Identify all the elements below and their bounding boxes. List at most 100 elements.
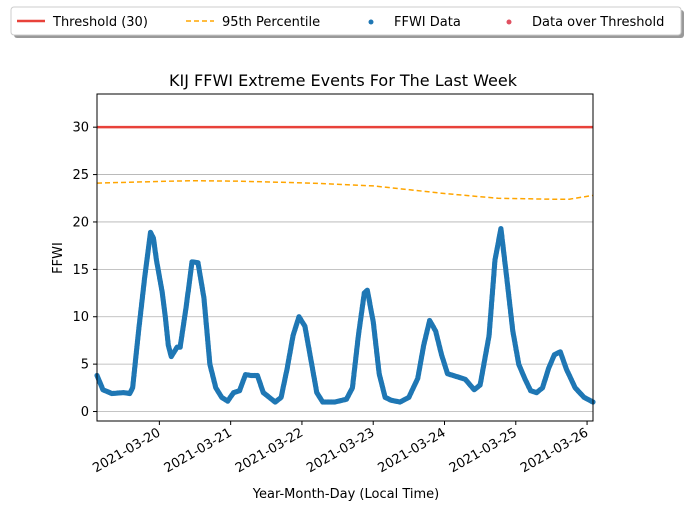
ffwi-data-point	[177, 344, 183, 350]
legend-over-label: Data over Threshold	[532, 15, 664, 30]
ffwi-data-point	[462, 376, 468, 382]
ffwi-data-point	[572, 385, 578, 391]
ffwi-data-point	[100, 387, 106, 393]
ffwi-data-point	[510, 328, 516, 334]
percentile-line	[96, 179, 594, 200]
y-tick-label: 5	[81, 358, 89, 373]
ffwi-data-point	[551, 352, 558, 358]
ffwi-data-point	[248, 372, 254, 379]
ffwi-data-point	[242, 372, 249, 378]
ffwi-data-point	[563, 366, 569, 372]
ffwi-data-point	[453, 373, 459, 380]
legend-percentile-label: 95th Percentile	[222, 15, 320, 30]
ffwi-data-point	[486, 333, 492, 339]
ffwi-data-point	[266, 394, 272, 400]
x-tick-label: 2021-03-25	[447, 425, 520, 476]
ffwi-data-point	[121, 390, 127, 396]
y-tick-label: 30	[72, 121, 89, 136]
ffwi-data-point	[477, 382, 483, 388]
legend-threshold-label: Threshold (30)	[52, 15, 148, 30]
y-tick-label: 10	[72, 310, 89, 325]
ffwi-data-point	[260, 390, 266, 396]
chart-title: KIJ FFWI Extreme Events For The Last Wee…	[169, 71, 518, 90]
ffwi-data-point	[557, 349, 563, 355]
ffwi-data-point	[272, 399, 278, 405]
ffwi-data-point	[355, 333, 361, 339]
ffwi-data-point	[388, 397, 394, 403]
plot-background	[97, 94, 593, 421]
ffwi-data-point	[516, 361, 522, 367]
ffwi-data-point	[406, 394, 412, 400]
ffwi-data-point	[433, 328, 439, 334]
ffwi-data-point	[237, 388, 243, 394]
ffwi-data-point	[231, 390, 237, 396]
ffwi-data-point	[581, 394, 587, 400]
ffwi-data-point	[471, 387, 477, 393]
ffwi-data-point	[332, 399, 338, 405]
ffwi-data-point	[136, 328, 142, 334]
legend-frame	[10, 6, 682, 36]
ffwi-data-point	[314, 390, 320, 396]
ffwi-data-point	[370, 318, 376, 325]
series-layer	[94, 125, 596, 405]
ffwi-data-point	[522, 375, 528, 381]
ffwi-data-point	[444, 371, 451, 377]
ffwi-data-point	[397, 399, 403, 405]
ffwi-data-point	[213, 385, 219, 391]
ffwi-data-point	[376, 371, 382, 377]
ffwi-data-point	[343, 396, 350, 402]
ffwi-data-point	[207, 361, 213, 367]
y-axis-title: FFWI	[51, 242, 66, 274]
ffwi-data-point	[141, 276, 148, 282]
ffwi-data-point	[320, 399, 326, 405]
ffwi-data-point	[183, 304, 189, 310]
ffwi-data-point	[153, 257, 159, 263]
x-tick-label: 2021-03-22	[233, 425, 306, 476]
ffwi-data-point	[534, 390, 540, 396]
ffwi-data-point	[415, 375, 421, 381]
ffwi-data-point	[492, 257, 498, 263]
ffwi-data-point	[364, 287, 370, 293]
ffwi-data-point	[189, 259, 195, 265]
y-axis: 0 5 10 15 20 25 30	[72, 121, 97, 420]
ffwi-data-point	[427, 317, 433, 324]
x-tick-label: 2021-03-23	[304, 425, 377, 476]
ffwi-data-point	[284, 366, 290, 372]
ffwi-data-point	[130, 385, 136, 391]
ffwi-data-point	[147, 229, 154, 235]
ffwi-data-point	[296, 314, 302, 320]
legend-over-swatch	[506, 19, 512, 25]
ffwi-data-point	[165, 342, 171, 348]
ffwi-data-point	[219, 394, 225, 400]
legend: Threshold (30) 95th Percentile FFWI Data…	[10, 6, 684, 38]
ffwi-data-point	[168, 353, 174, 360]
ffwi-data-point	[109, 390, 115, 397]
ffwi-data-point	[545, 366, 552, 372]
legend-data-label: FFWI Data	[394, 15, 461, 30]
y-tick-label: 15	[72, 263, 89, 278]
y-tick-label: 20	[72, 215, 89, 230]
ffwi-data-point	[150, 235, 156, 241]
ffwi-data-point	[539, 385, 546, 391]
plot-frame	[96, 93, 594, 422]
ffwi-data-point	[302, 323, 308, 329]
ffwi-data-point	[349, 385, 355, 391]
ffwi-data-point	[225, 398, 231, 404]
legend-data-swatch	[368, 19, 374, 25]
ffwi-data-point	[308, 356, 314, 362]
ffwi-data-point	[254, 372, 260, 379]
ffwi-data-point	[127, 390, 133, 397]
x-axis: 2021-03-202021-03-212021-03-222021-03-23…	[90, 421, 591, 476]
x-tick-label: 2021-03-20	[90, 425, 163, 476]
ffwi-data-point	[290, 333, 296, 339]
ffwi-data-point	[382, 394, 388, 400]
y-tick-label: 25	[72, 168, 89, 183]
ffwi-data-point	[498, 226, 504, 232]
x-tick-label: 2021-03-26	[518, 425, 591, 476]
ffwi-data-point	[162, 314, 168, 320]
x-axis-title: Year-Month-Day (Local Time)	[252, 487, 439, 502]
ffwi-data-point	[195, 260, 201, 266]
ffwi-data-point	[438, 352, 445, 358]
